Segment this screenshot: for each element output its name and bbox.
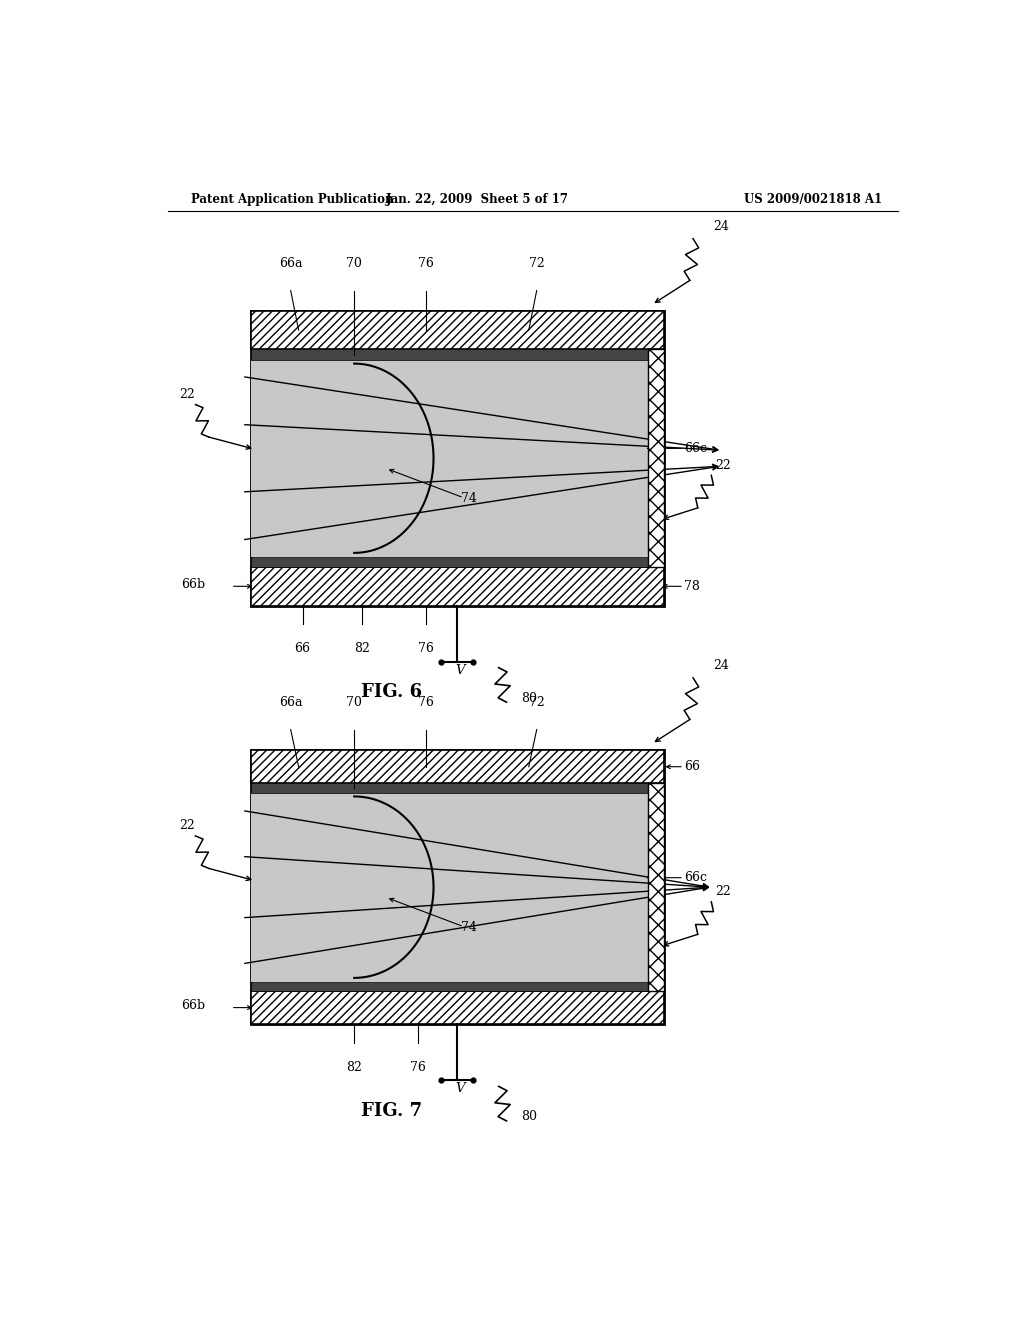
Bar bbox=[251, 568, 664, 606]
Bar bbox=[251, 784, 664, 792]
Text: 74: 74 bbox=[462, 492, 477, 506]
Text: 78: 78 bbox=[684, 579, 700, 593]
Text: 66: 66 bbox=[684, 760, 700, 774]
Text: 66a: 66a bbox=[279, 696, 302, 709]
Text: 82: 82 bbox=[346, 1061, 362, 1074]
Bar bbox=[251, 991, 664, 1024]
Text: 80: 80 bbox=[521, 1110, 537, 1123]
Text: Patent Application Publication: Patent Application Publication bbox=[191, 193, 394, 206]
Text: 76: 76 bbox=[410, 1061, 426, 1074]
Text: V: V bbox=[455, 664, 465, 677]
Bar bbox=[251, 792, 664, 982]
Text: 76: 76 bbox=[418, 643, 433, 655]
Text: 24: 24 bbox=[714, 220, 729, 234]
Text: 72: 72 bbox=[528, 696, 545, 709]
Text: 66b: 66b bbox=[181, 578, 205, 591]
Bar bbox=[251, 312, 664, 606]
Text: 22: 22 bbox=[179, 388, 196, 401]
Bar bbox=[251, 557, 664, 568]
Text: 76: 76 bbox=[418, 257, 433, 271]
Text: FIG. 6: FIG. 6 bbox=[360, 682, 422, 701]
Bar bbox=[251, 359, 664, 557]
Text: 82: 82 bbox=[354, 643, 370, 655]
Text: 80: 80 bbox=[521, 692, 537, 705]
Text: 22: 22 bbox=[179, 820, 196, 833]
Bar bbox=[251, 982, 664, 991]
Bar bbox=[251, 350, 664, 359]
Bar bbox=[251, 750, 664, 784]
Bar bbox=[648, 350, 664, 568]
Text: FIG. 7: FIG. 7 bbox=[360, 1102, 422, 1119]
Text: 74: 74 bbox=[462, 921, 477, 935]
Text: 22: 22 bbox=[716, 458, 731, 471]
Text: 72: 72 bbox=[528, 257, 545, 271]
Text: 70: 70 bbox=[346, 696, 362, 709]
Text: 66a: 66a bbox=[279, 257, 302, 271]
Text: 66: 66 bbox=[295, 643, 310, 655]
Text: 76: 76 bbox=[418, 696, 433, 709]
Text: 70: 70 bbox=[346, 257, 362, 271]
Text: 66c: 66c bbox=[684, 442, 708, 455]
Text: V: V bbox=[455, 1082, 465, 1096]
Text: 24: 24 bbox=[714, 659, 729, 672]
Text: 66c: 66c bbox=[684, 871, 708, 884]
Bar bbox=[648, 784, 664, 991]
Bar bbox=[251, 750, 664, 1024]
Text: 66b: 66b bbox=[181, 999, 205, 1012]
Text: US 2009/0021818 A1: US 2009/0021818 A1 bbox=[743, 193, 882, 206]
Text: Jan. 22, 2009  Sheet 5 of 17: Jan. 22, 2009 Sheet 5 of 17 bbox=[386, 193, 568, 206]
Bar bbox=[251, 312, 664, 350]
Text: 22: 22 bbox=[716, 886, 731, 898]
